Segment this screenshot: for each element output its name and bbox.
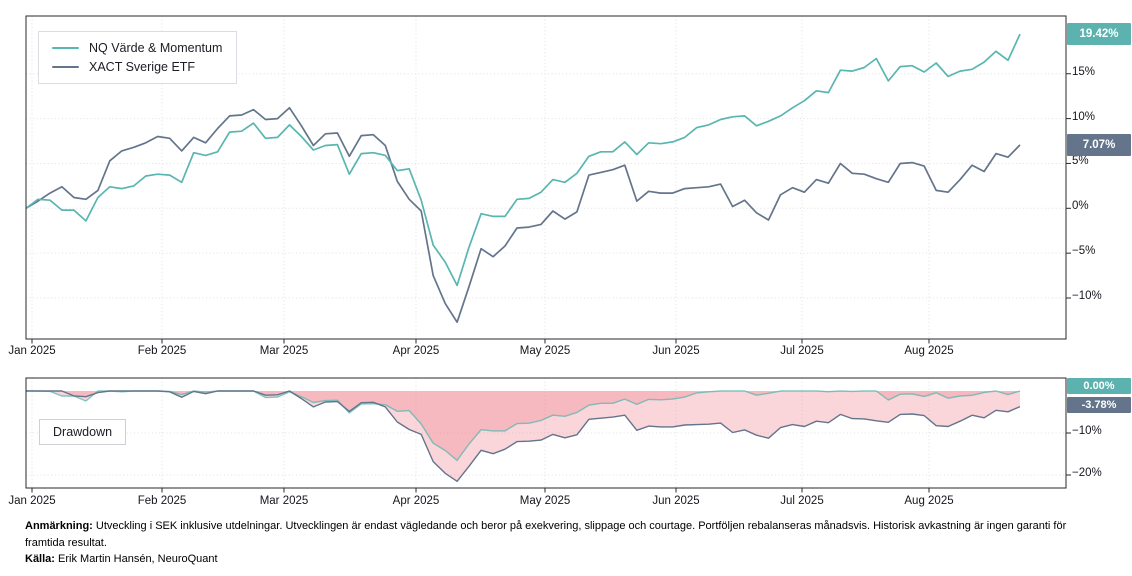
nq-performance-line (25, 33, 1021, 287)
teal-line-swatch-icon (52, 46, 79, 50)
drawdown-panel-label: Drawdown (39, 419, 127, 445)
footnote: Anmärkning: Utveckling i SEK inklusive u… (25, 518, 1080, 568)
legend: NQ Värde & Momentum XACT Sverige ETF (38, 31, 238, 84)
legend-item-nq: NQ Värde & Momentum (52, 41, 222, 55)
legend-item-xact: XACT Sverige ETF (52, 60, 222, 74)
nq-drawdown-fill (26, 391, 1020, 461)
source-line: Källa: Erik Martin Hansén, NeuroQuant (25, 553, 218, 565)
xact-performance-line (25, 106, 1021, 324)
xact-drawdown-line (26, 390, 1021, 482)
footnote-label: Anmärkning: (25, 520, 93, 532)
source-label: Källa: (25, 553, 55, 565)
footnote-text: Anmärkning: Utveckling i SEK inklusive u… (25, 520, 1067, 549)
xact-drawdown-fill (26, 391, 1020, 482)
legend-label-nq: NQ Värde & Momentum (89, 41, 223, 55)
slate-line-swatch-icon (52, 65, 79, 69)
plot-border (25, 15, 1067, 340)
legend-label-xact: XACT Sverige ETF (89, 60, 196, 74)
